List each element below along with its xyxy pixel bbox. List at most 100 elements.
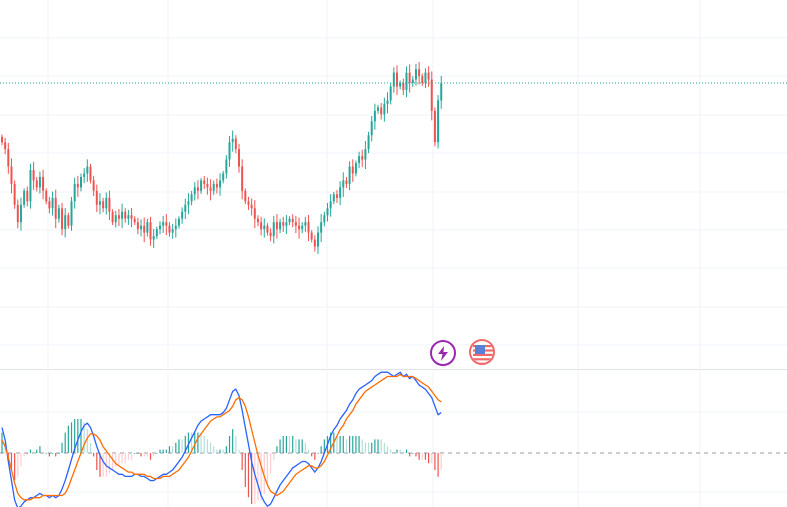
candle <box>23 188 26 208</box>
histogram-bar <box>228 435 231 453</box>
candle-body <box>228 142 231 160</box>
candle <box>348 161 351 191</box>
candle <box>32 161 35 190</box>
candle <box>67 212 70 229</box>
histogram-bar <box>241 453 243 471</box>
candle <box>421 73 424 86</box>
candle <box>108 190 111 221</box>
event-country-badge[interactable] <box>469 339 495 365</box>
candle-body <box>354 163 357 174</box>
histogram-bar <box>80 418 82 453</box>
candle <box>181 207 184 224</box>
candle-body <box>421 76 424 84</box>
candle <box>282 216 285 232</box>
histogram-bar <box>399 449 401 453</box>
candle <box>370 115 373 142</box>
histogram-bar <box>184 435 186 453</box>
candle-body <box>326 208 329 216</box>
histogram-bar <box>153 453 155 457</box>
candle <box>225 155 228 179</box>
candle-body <box>98 201 101 205</box>
candle <box>105 192 108 215</box>
candle-body <box>301 225 304 230</box>
candle-body <box>114 215 117 223</box>
histogram-bar <box>405 449 408 453</box>
candle <box>427 66 430 87</box>
candle <box>288 216 291 226</box>
histogram-bar <box>42 453 44 454</box>
candle <box>339 181 342 206</box>
candle <box>361 149 364 167</box>
candlestick-series <box>1 61 443 254</box>
candle-body <box>206 183 209 188</box>
candle <box>200 177 203 194</box>
candle-body <box>266 225 269 233</box>
candle <box>253 200 256 229</box>
candle-body <box>222 173 225 181</box>
histogram-bar <box>39 446 41 453</box>
candle-body <box>203 180 206 184</box>
candle-body <box>159 225 161 230</box>
histogram-bar <box>418 453 420 460</box>
candle-body <box>95 190 98 205</box>
candle <box>437 95 440 149</box>
candle-body <box>317 232 319 247</box>
candle-body <box>345 180 348 184</box>
candle <box>294 215 297 233</box>
candle-body <box>427 72 430 80</box>
histogram-bar <box>64 432 66 453</box>
candle-body <box>92 180 95 191</box>
histogram-bar <box>17 453 19 477</box>
candle <box>48 196 51 214</box>
candle <box>250 198 253 216</box>
histogram-bar <box>203 435 205 453</box>
histogram-bar <box>112 453 114 471</box>
candle <box>396 65 398 95</box>
candle-body <box>288 218 291 223</box>
candle-body <box>215 183 218 188</box>
candle <box>377 104 380 114</box>
candle-body <box>38 176 41 188</box>
histogram-bar <box>270 453 272 474</box>
candle <box>323 211 326 227</box>
candle <box>35 176 38 192</box>
candle-body <box>67 215 70 226</box>
event-flash-badge[interactable] <box>430 340 456 366</box>
histogram-bar <box>437 453 439 477</box>
candle <box>241 159 244 200</box>
candle <box>196 180 199 200</box>
candle-body <box>168 225 171 233</box>
candle-body <box>23 190 26 205</box>
histogram-bar <box>386 446 389 453</box>
candle-body <box>342 180 345 188</box>
histogram-bar <box>156 453 158 454</box>
candle-body <box>405 72 408 90</box>
histogram-bar <box>74 418 76 453</box>
candle-body <box>291 218 294 223</box>
candle <box>61 202 64 236</box>
candle <box>433 107 436 147</box>
candle-body <box>231 138 234 143</box>
candle <box>193 182 196 201</box>
candle-body <box>310 232 313 240</box>
candle <box>121 203 124 229</box>
histogram-bar <box>383 442 385 453</box>
grid <box>0 0 787 368</box>
histogram-bar <box>232 429 234 453</box>
candle <box>155 226 158 240</box>
candle-body <box>408 72 411 84</box>
candle-body <box>19 204 22 223</box>
candle-body <box>320 222 323 233</box>
candle <box>358 151 361 169</box>
macd-line <box>1 371 442 507</box>
histogram-bar <box>134 453 136 454</box>
candle-body <box>10 166 13 184</box>
candle <box>127 209 130 225</box>
histogram-bar <box>288 435 291 453</box>
candle-body <box>61 208 64 230</box>
histogram-bar <box>124 453 126 464</box>
candle <box>320 214 323 243</box>
candle-body <box>117 215 120 219</box>
